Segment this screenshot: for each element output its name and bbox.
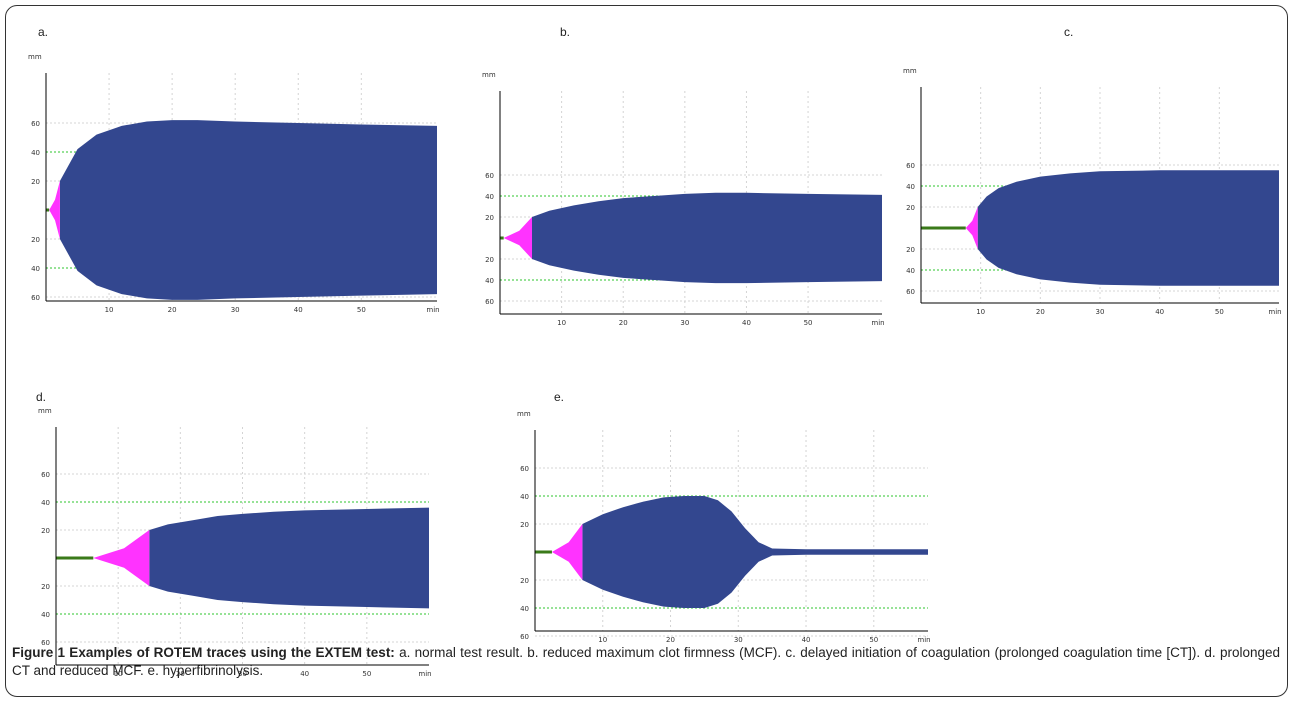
caption-label: Figure 1 Examples of ROTEM traces using … xyxy=(12,645,395,660)
y-unit-label: mm xyxy=(903,67,917,75)
y-tick-label: 20 xyxy=(31,236,40,244)
x-tick-label: 10 xyxy=(114,670,123,678)
clot-formation-area xyxy=(49,181,60,239)
x-tick-label: 10 xyxy=(557,319,566,327)
clot-formation-area xyxy=(503,217,532,259)
y-tick-label: 60 xyxy=(520,465,529,473)
y-tick-label: 20 xyxy=(31,178,40,186)
caption-text: a. normal test result. b. reduced maximu… xyxy=(12,645,1280,678)
x-tick-label: 30 xyxy=(231,306,240,314)
y-unit-label: mm xyxy=(38,407,52,415)
y-tick-label: 20 xyxy=(485,256,494,264)
y-tick-label: 20 xyxy=(41,583,50,591)
y-tick-label: 60 xyxy=(520,633,529,641)
x-tick-label: 40 xyxy=(294,306,303,314)
x-unit-label: min xyxy=(426,306,439,314)
x-unit-label: min xyxy=(871,319,884,327)
clot-formation-area xyxy=(551,524,583,580)
clot-amplitude-area xyxy=(59,120,438,300)
y-tick-label: 20 xyxy=(520,521,529,529)
x-tick-label: 30 xyxy=(680,319,689,327)
x-unit-label: min xyxy=(1268,308,1281,316)
x-unit-label: min xyxy=(917,636,930,644)
y-tick-label: 40 xyxy=(485,193,494,201)
y-tick-label: 60 xyxy=(31,294,40,302)
x-tick-label: 20 xyxy=(1036,308,1045,316)
y-unit-label: mm xyxy=(482,71,496,79)
y-tick-label: 20 xyxy=(485,214,494,222)
y-tick-label: 40 xyxy=(41,499,50,507)
clot-formation-area xyxy=(965,207,978,249)
y-tick-label: 20 xyxy=(906,204,915,212)
x-tick-label: 20 xyxy=(176,670,185,678)
y-tick-label: 60 xyxy=(485,298,494,306)
y-tick-label: 20 xyxy=(906,246,915,254)
x-tick-label: 30 xyxy=(238,670,247,678)
clot-amplitude-area xyxy=(582,496,928,608)
y-tick-label: 60 xyxy=(485,172,494,180)
x-tick-label: 10 xyxy=(598,636,607,644)
y-tick-label: 40 xyxy=(520,605,529,613)
rotem-chart: 60 40 20 20 40 60 10 20 30 40 50 min xyxy=(520,430,931,644)
clot-amplitude-area xyxy=(977,170,1279,286)
panel-letter: b. xyxy=(560,25,571,39)
y-tick-label: 20 xyxy=(41,527,50,535)
x-tick-label: 50 xyxy=(1215,308,1224,316)
clot-amplitude-area xyxy=(149,507,430,609)
x-tick-label: 50 xyxy=(869,636,878,644)
x-tick-label: 40 xyxy=(802,636,811,644)
y-unit-label: mm xyxy=(28,53,42,61)
y-tick-label: 60 xyxy=(31,120,40,128)
y-tick-label: 20 xyxy=(520,577,529,585)
y-tick-label: 60 xyxy=(41,471,50,479)
rotem-chart: 60 40 20 20 40 60 10 20 30 40 50 min xyxy=(31,73,440,314)
y-tick-label: 60 xyxy=(906,288,915,296)
panel-letter: e. xyxy=(554,390,565,404)
x-tick-label: 20 xyxy=(619,319,628,327)
y-tick-label: 40 xyxy=(906,183,915,191)
x-unit-label: min xyxy=(418,670,431,678)
x-tick-label: 40 xyxy=(742,319,751,327)
y-tick-label: 40 xyxy=(485,277,494,285)
x-tick-label: 10 xyxy=(976,308,985,316)
y-tick-label: 40 xyxy=(31,265,40,273)
clot-amplitude-area xyxy=(532,192,882,284)
x-tick-label: 40 xyxy=(300,670,309,678)
x-tick-label: 50 xyxy=(357,306,366,314)
y-tick-label: 40 xyxy=(31,149,40,157)
x-tick-label: 50 xyxy=(804,319,813,327)
rotem-chart: 60 40 20 20 40 60 10 20 30 40 50 min xyxy=(41,427,432,678)
y-tick-label: 60 xyxy=(906,162,915,170)
rotem-chart: 60 40 20 20 40 60 10 20 30 40 50 min xyxy=(485,91,885,327)
x-tick-label: 30 xyxy=(734,636,743,644)
y-tick-label: 40 xyxy=(41,611,50,619)
y-tick-label: 60 xyxy=(41,639,50,647)
y-unit-label: mm xyxy=(517,410,531,418)
figure-caption: Figure 1 Examples of ROTEM traces using … xyxy=(12,644,1280,680)
panel-letter: c. xyxy=(1064,25,1074,39)
x-tick-label: 20 xyxy=(168,306,177,314)
clot-formation-area xyxy=(93,530,150,586)
x-tick-label: 40 xyxy=(1155,308,1164,316)
y-tick-label: 40 xyxy=(520,493,529,501)
x-tick-label: 10 xyxy=(105,306,114,314)
x-tick-label: 50 xyxy=(362,670,371,678)
panel-letter: d. xyxy=(36,390,47,404)
y-tick-label: 40 xyxy=(906,267,915,275)
rotem-chart: 60 40 20 20 40 60 10 20 30 40 50 min xyxy=(906,87,1282,316)
panel-letter: a. xyxy=(38,25,49,39)
x-tick-label: 20 xyxy=(666,636,675,644)
x-tick-label: 30 xyxy=(1096,308,1105,316)
